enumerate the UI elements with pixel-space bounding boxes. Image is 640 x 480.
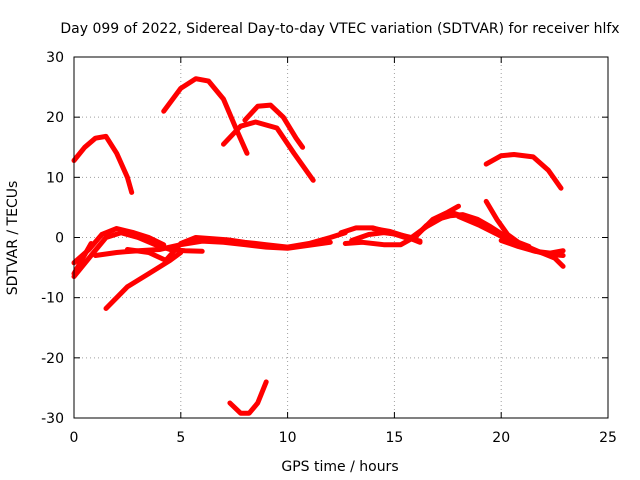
x-axis-label: GPS time / hours <box>281 459 398 475</box>
series-arc-20 <box>370 226 423 245</box>
x-tick-label: 5 <box>176 430 185 446</box>
y-tick-label: 0 <box>55 231 64 247</box>
grid <box>74 57 608 418</box>
y-tick-label: -20 <box>41 351 64 367</box>
series-arc-14 <box>342 203 461 248</box>
x-tick-label: 25 <box>599 430 617 446</box>
chart-title: Day 099 of 2022, Sidereal Day-to-day VTE… <box>60 21 619 37</box>
series-arc-08 <box>71 230 205 280</box>
series-arc-06 <box>227 379 269 416</box>
y-tick-label: -30 <box>41 411 64 427</box>
series-arc-05 <box>483 152 564 191</box>
series-arc-02 <box>161 76 250 156</box>
series-arc-01 <box>71 133 135 195</box>
series-arc-12 <box>124 230 348 263</box>
y-tick-labels: -30 -20 -10 0 10 20 30 <box>41 50 64 427</box>
x-tick-label: 20 <box>492 430 510 446</box>
tick-marks <box>73 56 609 419</box>
x-tick-label: 0 <box>70 430 79 446</box>
series-arc-07 <box>103 250 184 311</box>
x-tick-label: 10 <box>279 430 297 446</box>
y-tick-label: -10 <box>41 291 64 307</box>
series-arc-19 <box>498 238 566 256</box>
series-arc-04 <box>221 119 316 183</box>
series-group <box>71 76 566 416</box>
y-tick-label: 20 <box>46 110 64 126</box>
x-tick-labels: 0 5 10 15 20 25 <box>70 430 617 446</box>
x-tick-label: 15 <box>385 430 403 446</box>
series-arc-10 <box>71 241 94 277</box>
y-tick-label: 10 <box>46 170 64 186</box>
y-axis-label: SDTVAR / TECUs <box>5 181 21 296</box>
y-tick-label: 30 <box>46 50 64 66</box>
series-arc-03 <box>242 102 306 150</box>
